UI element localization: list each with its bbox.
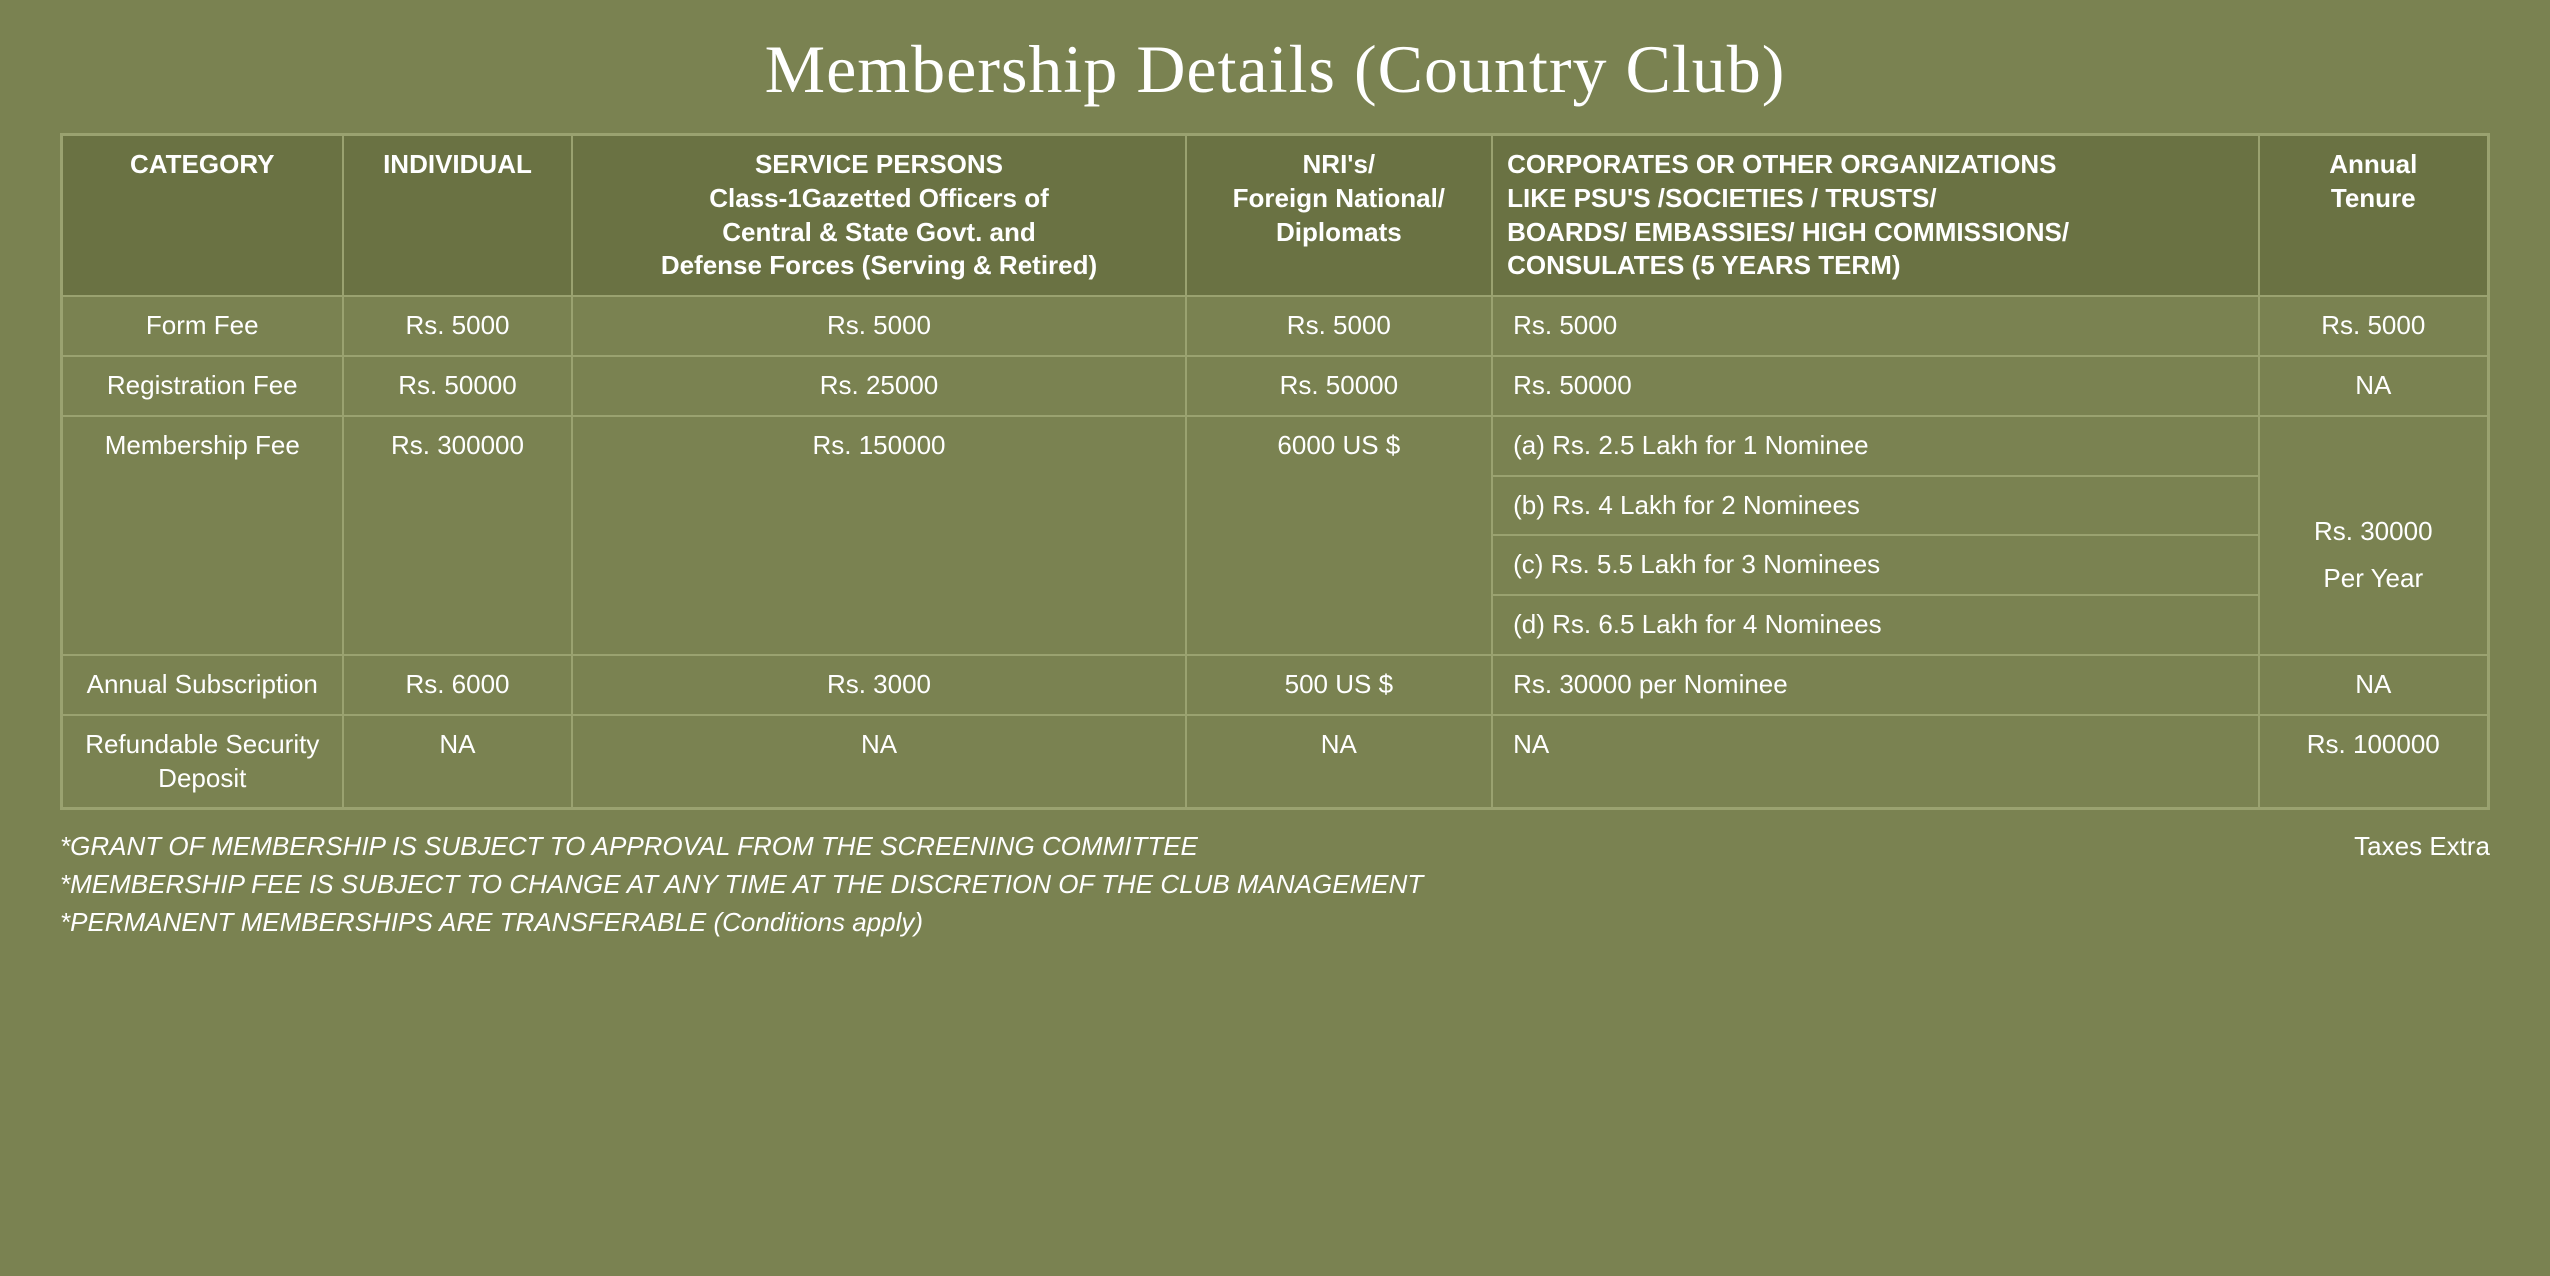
cell: NA	[2259, 356, 2489, 416]
col-nri-l2: Foreign National/	[1201, 182, 1478, 216]
table-header-row: CATEGORY INDIVIDUAL SERVICE PERSONS Clas…	[62, 135, 2489, 297]
cell: Rs. 3000	[572, 655, 1185, 715]
cell: Rs. 50000	[1492, 356, 2258, 416]
cell: Rs. 5000	[1186, 296, 1493, 356]
cell: Rs. 5000	[2259, 296, 2489, 356]
label-membership-fee: Membership Fee	[62, 416, 343, 655]
footnote-3: *PERMANENT MEMBERSHIPS ARE TRANSFERABLE …	[60, 904, 2490, 942]
row-registration-fee: Registration Fee Rs. 50000 Rs. 25000 Rs.…	[62, 356, 2489, 416]
cell-corp-c: (c) Rs. 5.5 Lakh for 3 Nominees	[1492, 535, 2258, 595]
cell: NA	[1186, 715, 1493, 809]
col-corporates: CORPORATES OR OTHER ORGANIZATIONS LIKE P…	[1492, 135, 2258, 297]
col-corp-l3: BOARDS/ EMBASSIES/ HIGH COMMISSIONS/	[1507, 216, 2243, 250]
membership-table: CATEGORY INDIVIDUAL SERVICE PERSONS Clas…	[60, 133, 2490, 810]
col-nri-l3: Diplomats	[1201, 216, 1478, 250]
col-nri-l1: NRI's/	[1201, 148, 1478, 182]
col-category: CATEGORY	[62, 135, 343, 297]
label-refund-l1: Refundable Security	[77, 728, 328, 762]
cell: Rs. 5000	[1492, 296, 2258, 356]
col-corp-l4: CONSULATES (5 YEARS TERM)	[1507, 249, 2243, 283]
cell-corp-d: (d) Rs. 6.5 Lakh for 4 Nominees	[1492, 595, 2258, 655]
cell: NA	[343, 715, 573, 809]
col-annual-l1: Annual	[2274, 148, 2473, 182]
label-form-fee: Form Fee	[62, 296, 343, 356]
col-service-l3: Central & State Govt. and	[587, 216, 1170, 250]
cell: Rs. 6000	[343, 655, 573, 715]
taxes-extra: Taxes Extra	[2354, 828, 2490, 866]
cell: Rs. 300000	[343, 416, 573, 655]
annual-mem-l2: Per Year	[2274, 562, 2473, 596]
cell: Rs. 5000	[572, 296, 1185, 356]
col-service-l2: Class-1Gazetted Officers of	[587, 182, 1170, 216]
cell: Rs. 25000	[572, 356, 1185, 416]
col-service-l1: SERVICE PERSONS	[587, 148, 1170, 182]
cell-annual-membership: Rs. 30000 Per Year	[2259, 416, 2489, 655]
footnote-2: *MEMBERSHIP FEE IS SUBJECT TO CHANGE AT …	[60, 866, 2490, 904]
row-form-fee: Form Fee Rs. 5000 Rs. 5000 Rs. 5000 Rs. …	[62, 296, 2489, 356]
col-individual: INDIVIDUAL	[343, 135, 573, 297]
label-refund-l2: Deposit	[77, 762, 328, 796]
col-annual: Annual Tenure	[2259, 135, 2489, 297]
cell: Rs. 30000 per Nominee	[1492, 655, 2258, 715]
cell: NA	[572, 715, 1185, 809]
label-registration-fee: Registration Fee	[62, 356, 343, 416]
cell: Rs. 100000	[2259, 715, 2489, 809]
footnote-1: *GRANT OF MEMBERSHIP IS SUBJECT TO APPRO…	[60, 828, 2490, 866]
annual-mem-l1: Rs. 30000	[2274, 515, 2473, 549]
label-annual-subscription: Annual Subscription	[62, 655, 343, 715]
col-service: SERVICE PERSONS Class-1Gazetted Officers…	[572, 135, 1185, 297]
footnotes: Taxes Extra *GRANT OF MEMBERSHIP IS SUBJ…	[60, 828, 2490, 941]
col-nri: NRI's/ Foreign National/ Diplomats	[1186, 135, 1493, 297]
cell: NA	[1492, 715, 2258, 809]
cell: 6000 US $	[1186, 416, 1493, 655]
cell: Rs. 50000	[343, 356, 573, 416]
cell: Rs. 5000	[343, 296, 573, 356]
cell: Rs. 150000	[572, 416, 1185, 655]
cell: NA	[2259, 655, 2489, 715]
col-corp-l1: CORPORATES OR OTHER ORGANIZATIONS	[1507, 148, 2243, 182]
cell-corp-b: (b) Rs. 4 Lakh for 2 Nominees	[1492, 476, 2258, 536]
page-title: Membership Details (Country Club)	[60, 30, 2490, 109]
col-corp-l2: LIKE PSU'S /SOCIETIES / TRUSTS/	[1507, 182, 2243, 216]
col-service-l4: Defense Forces (Serving & Retired)	[587, 249, 1170, 283]
row-annual-subscription: Annual Subscription Rs. 6000 Rs. 3000 50…	[62, 655, 2489, 715]
row-refundable-deposit: Refundable Security Deposit NA NA NA NA …	[62, 715, 2489, 809]
cell: Rs. 50000	[1186, 356, 1493, 416]
col-annual-l2: Tenure	[2274, 182, 2473, 216]
row-membership-fee: Membership Fee Rs. 300000 Rs. 150000 600…	[62, 416, 2489, 476]
cell-corp-a: (a) Rs. 2.5 Lakh for 1 Nominee	[1492, 416, 2258, 476]
cell: 500 US $	[1186, 655, 1493, 715]
label-refundable-deposit: Refundable Security Deposit	[62, 715, 343, 809]
